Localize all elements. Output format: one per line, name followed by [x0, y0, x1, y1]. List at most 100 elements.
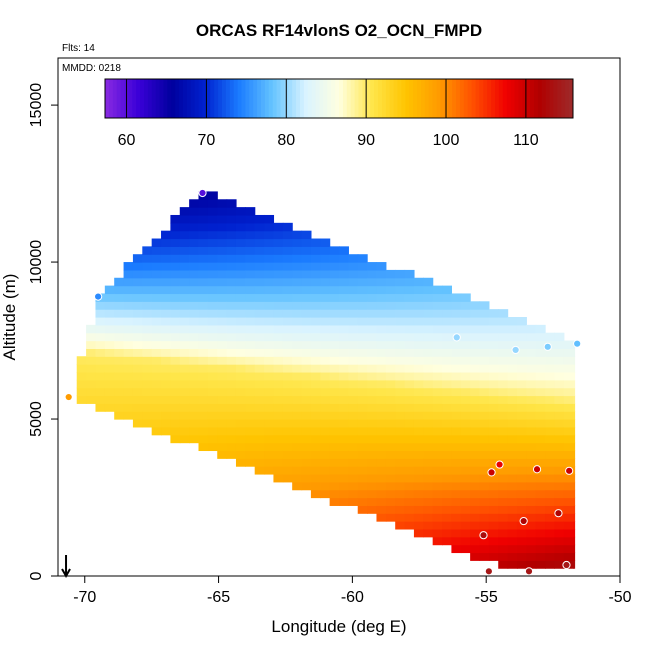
heatmap-cell	[376, 277, 387, 287]
heatmap-cell	[554, 348, 565, 357]
heatmap-cell	[226, 371, 237, 381]
heatmap-cell	[479, 419, 490, 428]
heatmap-cell	[179, 214, 190, 224]
heatmap-cell	[226, 309, 237, 318]
heatmap-cell	[498, 552, 509, 561]
heatmap-cell	[282, 387, 293, 397]
heatmap-cell	[207, 379, 218, 389]
heatmap-cell	[526, 466, 537, 475]
heatmap-cell	[432, 395, 443, 404]
heatmap-cell	[179, 230, 190, 240]
heatmap-cell	[554, 552, 565, 561]
colorbar-segment	[498, 79, 504, 118]
heatmap-cell	[413, 293, 424, 302]
heatmap-cell	[310, 324, 321, 334]
heatmap-cell	[301, 356, 312, 365]
heatmap-cell	[217, 293, 228, 302]
heatmap-cell	[123, 317, 134, 326]
heatmap-cell	[554, 340, 565, 349]
colorbar-segment	[261, 79, 266, 118]
heatmap-cell	[339, 332, 349, 342]
heatmap-cell	[245, 238, 256, 247]
heatmap-cell	[488, 332, 499, 342]
heatmap-cell	[451, 473, 462, 483]
heatmap-cell	[310, 293, 321, 302]
heatmap-cell	[460, 528, 471, 538]
heatmap-cell	[273, 371, 284, 381]
heatmap-cell	[395, 411, 406, 420]
heatmap-cell	[226, 246, 237, 255]
heatmap-cell	[395, 419, 406, 428]
heatmap-cell	[376, 348, 387, 357]
colorbar-segment	[132, 79, 137, 118]
heatmap-cell	[573, 387, 576, 397]
heatmap-cell	[339, 293, 349, 302]
heatmap-cell	[470, 371, 481, 381]
heatmap-cell	[479, 324, 490, 334]
heatmap-cell	[310, 450, 321, 459]
heatmap-cell	[395, 371, 406, 381]
heatmap-cell	[292, 387, 303, 397]
heatmap-cell	[479, 552, 490, 561]
heatmap-cell	[142, 277, 153, 287]
heatmap-cell	[526, 340, 537, 349]
heatmap-cell	[95, 364, 106, 373]
heatmap-cell	[329, 434, 340, 444]
colorbar-segment	[155, 79, 161, 118]
heatmap-cell	[442, 473, 452, 483]
heatmap-cell	[357, 301, 368, 310]
heatmap-cell	[235, 450, 246, 459]
heatmap-cell	[451, 395, 462, 404]
heatmap-cell	[526, 458, 537, 467]
heatmap-cell	[329, 466, 340, 475]
heatmap-cell	[179, 309, 190, 318]
heatmap-cell	[198, 426, 209, 436]
heatmap-cell	[123, 379, 134, 389]
heatmap-cell	[264, 364, 275, 373]
heatmap-cell	[563, 403, 574, 412]
heatmap-cell	[310, 254, 321, 263]
heatmap-cell	[226, 199, 237, 208]
heatmap-cell	[198, 324, 209, 334]
heatmap-cell	[573, 497, 576, 506]
marker-arrow-icon	[61, 555, 71, 579]
heatmap-cell	[235, 269, 246, 279]
flights-label: Flts: 14	[62, 43, 95, 54]
heatmap-cell	[132, 364, 143, 373]
colorbar-segment	[491, 79, 496, 118]
heatmap-cell	[226, 419, 237, 428]
heatmap-cell	[404, 371, 415, 381]
heatmap-cell	[339, 301, 349, 310]
heatmap-cell	[404, 481, 415, 491]
colorbar-segment	[108, 79, 114, 118]
heatmap-cell	[442, 285, 452, 295]
heatmap-cell	[226, 230, 237, 240]
heatmap-cell	[404, 411, 415, 420]
heatmap-cell	[329, 309, 340, 318]
heatmap-cell	[86, 332, 97, 342]
heatmap-cell	[395, 466, 406, 475]
heatmap-cell	[282, 309, 293, 318]
heatmap-cell	[86, 356, 97, 365]
colorbar-segment	[502, 79, 508, 118]
heatmap-cell	[516, 403, 527, 412]
colorbar-segment	[300, 79, 305, 118]
heatmap-cell	[329, 481, 340, 491]
heatmap-cell	[432, 442, 443, 452]
heatmap-cell	[376, 293, 387, 302]
heatmap-cell	[329, 324, 340, 334]
heatmap-cell	[226, 332, 237, 342]
heatmap-cell	[545, 426, 556, 436]
heatmap-cell	[282, 222, 293, 232]
heatmap-cell	[339, 419, 349, 428]
heatmap-cell	[535, 481, 546, 491]
heatmap-cell	[451, 371, 462, 381]
heatmap-cell	[179, 419, 190, 428]
heatmap-cell	[432, 387, 443, 397]
heatmap-cell	[488, 450, 499, 459]
heatmap-cell	[516, 419, 527, 428]
colorbar-segment	[315, 79, 320, 118]
heatmap-cell	[442, 395, 452, 404]
heatmap-cell	[132, 371, 143, 381]
heatmap-cell	[563, 364, 574, 373]
